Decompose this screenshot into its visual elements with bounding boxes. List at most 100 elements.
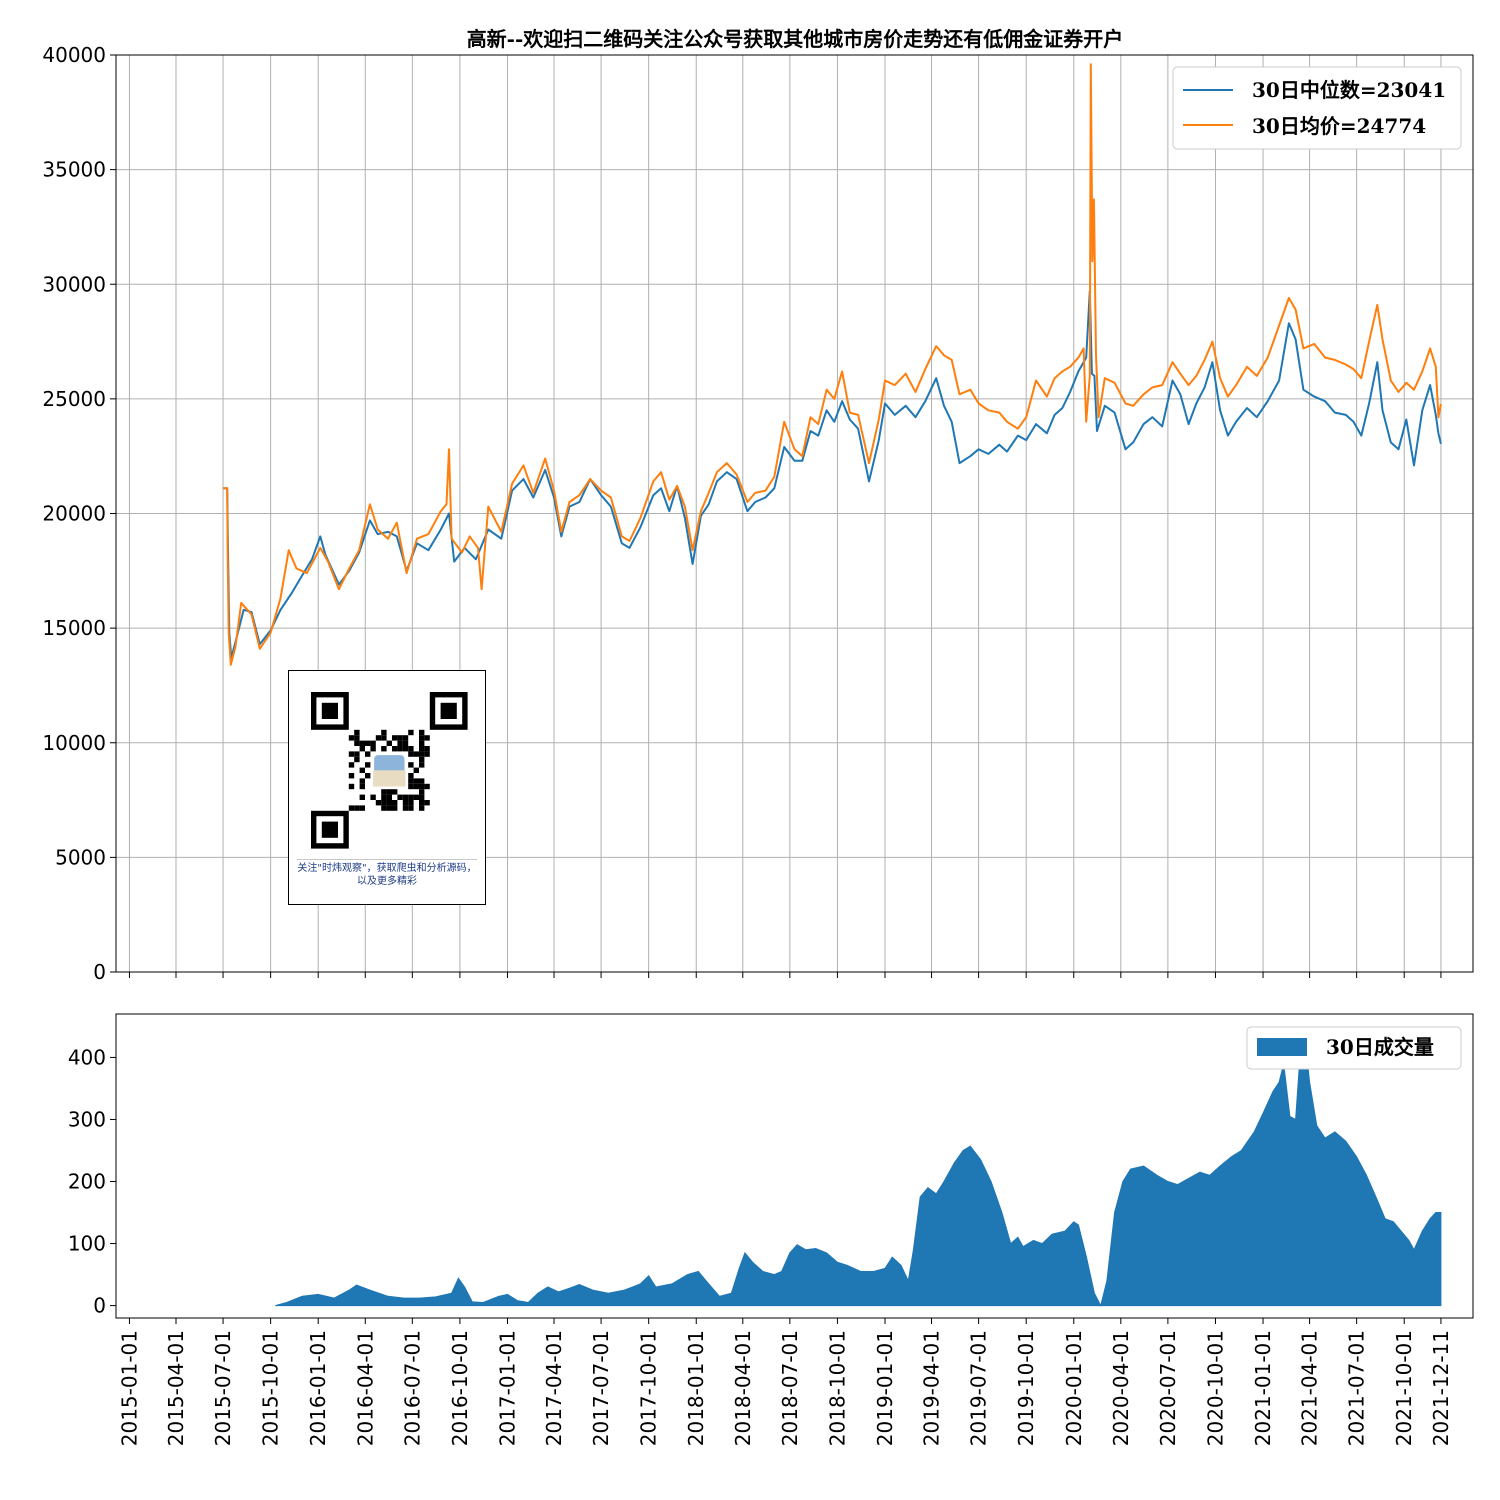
bottom-xtick-label: 2019-10-01: [1014, 1330, 1038, 1446]
mean-line: [223, 63, 1442, 666]
qr-module: [348, 762, 355, 768]
qr-module: [365, 740, 371, 746]
bottom-ytick-label: 200: [68, 1170, 106, 1194]
qr-finder-center: [321, 702, 338, 719]
qr-module: [397, 735, 403, 741]
qr-module: [381, 789, 387, 795]
bottom-series: [275, 1032, 1442, 1308]
qr-module: [365, 762, 371, 768]
qr-finder-center: [440, 702, 457, 719]
qr-module: [408, 800, 414, 806]
qr-module: [348, 735, 355, 741]
qr-module: [359, 767, 365, 773]
bottom-xtick-label: 2021-07-01: [1345, 1330, 1369, 1446]
qr-module: [386, 805, 392, 811]
bottom-xtick-label: 2018-04-01: [731, 1330, 755, 1446]
qr-module: [381, 729, 387, 736]
top-series: [223, 63, 1442, 666]
bottom-ytick-label: 100: [68, 1232, 106, 1256]
qr-caption: 关注"时炜观察"，获取爬虫和分析源码，以及更多精彩: [297, 859, 477, 888]
top-y-axis: 0 5000 10000 15000 20000 25000 30000 35000 40000: [42, 43, 116, 984]
qr-module: [408, 805, 414, 811]
bottom-xtick-label: 2019-01-01: [873, 1330, 897, 1446]
qr-module: [354, 805, 360, 811]
qr-module: [408, 751, 414, 757]
qr-module: [419, 735, 425, 741]
median-line: [223, 290, 1442, 659]
bottom-legend-box: [1246, 1026, 1462, 1070]
qr-module: [419, 740, 425, 746]
qr-module: [408, 762, 414, 768]
qr-module: [359, 778, 365, 784]
legend-volume-label: 30日成交量: [1326, 1035, 1434, 1059]
legend-volume-swatch: [1257, 1038, 1307, 1056]
bottom-xtick-label: 2019-07-01: [967, 1330, 991, 1446]
qr-module: [419, 762, 425, 768]
qr-module: [408, 778, 414, 784]
qr-module: [419, 800, 425, 806]
bottom-xtick-label: 2020-07-01: [1156, 1330, 1180, 1446]
qr-module: [419, 789, 425, 795]
bottom-xtick-label: 2017-01-01: [495, 1330, 519, 1446]
bottom-ytick-label: 400: [68, 1045, 106, 1069]
qr-module: [419, 751, 425, 757]
qr-module: [408, 773, 414, 779]
qr-module: [402, 800, 409, 806]
bottom-ytick-label: 300: [68, 1107, 106, 1131]
qr-module: [424, 800, 430, 806]
bottom-xtick-label: 2015-04-01: [164, 1330, 188, 1446]
bottom-xtick-label: 2021-04-01: [1298, 1330, 1322, 1446]
qr-module: [413, 778, 419, 784]
top-ytick-label: 10000: [42, 731, 106, 755]
qr-module: [370, 794, 376, 800]
bottom-xtick-label: 2016-04-01: [353, 1330, 377, 1446]
qr-module: [392, 800, 398, 806]
qr-module: [359, 783, 365, 790]
qr-module: [359, 740, 365, 746]
top-ytick-label: 40000: [42, 43, 106, 67]
bottom-xtick-label: 2017-07-01: [589, 1330, 613, 1446]
qr-module: [386, 740, 392, 746]
qr-module: [348, 751, 355, 757]
bottom-xtick-label: 2020-04-01: [1109, 1330, 1133, 1446]
qr-module: [354, 735, 360, 741]
qr-module: [413, 767, 419, 773]
bottom-xtick-label: 2016-07-01: [400, 1330, 424, 1446]
bottom-xtick-label: 2020-10-01: [1203, 1330, 1227, 1446]
qr-module: [375, 735, 382, 741]
bottom-xtick-label: 2016-10-01: [448, 1330, 472, 1446]
qr-module: [419, 729, 425, 736]
qr-module: [381, 794, 387, 800]
volume-area: [275, 1032, 1442, 1308]
top-ytick-label: 20000: [42, 502, 106, 526]
qr-module: [392, 805, 398, 811]
qr-module: [413, 751, 419, 757]
bottom-xtick-label: 2021-01-01: [1251, 1330, 1275, 1446]
qr-module: [419, 805, 425, 811]
bottom-axes-frame: [115, 1013, 1474, 1319]
qr-module: [386, 789, 392, 795]
qr-module: [381, 746, 387, 752]
qr-module: [348, 773, 355, 779]
bottom-xtick-label: 2018-10-01: [825, 1330, 849, 1446]
bottom-xtick-label: 2018-01-01: [684, 1330, 708, 1446]
qr-module: [424, 735, 430, 741]
qr-module: [408, 783, 414, 790]
qr-module: [365, 751, 371, 757]
bottom-xtick-label: 2019-04-01: [920, 1330, 944, 1446]
qr-module: [354, 729, 360, 736]
qr-module: [424, 746, 430, 752]
legend-mean-label: 30日均价=24774: [1252, 114, 1426, 138]
bottom-xtick-label: 2020-01-01: [1062, 1330, 1086, 1446]
qr-module: [419, 794, 425, 800]
qr-module: [397, 740, 403, 746]
qr-module: [359, 794, 365, 800]
qr-module: [354, 756, 360, 763]
top-ytick-label: 35000: [42, 158, 106, 182]
top-ytick-label: 0: [93, 960, 106, 984]
bottom-xtick-label: 2015-01-01: [117, 1330, 141, 1446]
qr-module: [392, 746, 398, 752]
qr-avatar-sand: [373, 770, 406, 787]
bottom-xtick-label: 2021-10-01: [1392, 1330, 1416, 1446]
bottom-xtick-label: 2018-07-01: [778, 1330, 802, 1446]
